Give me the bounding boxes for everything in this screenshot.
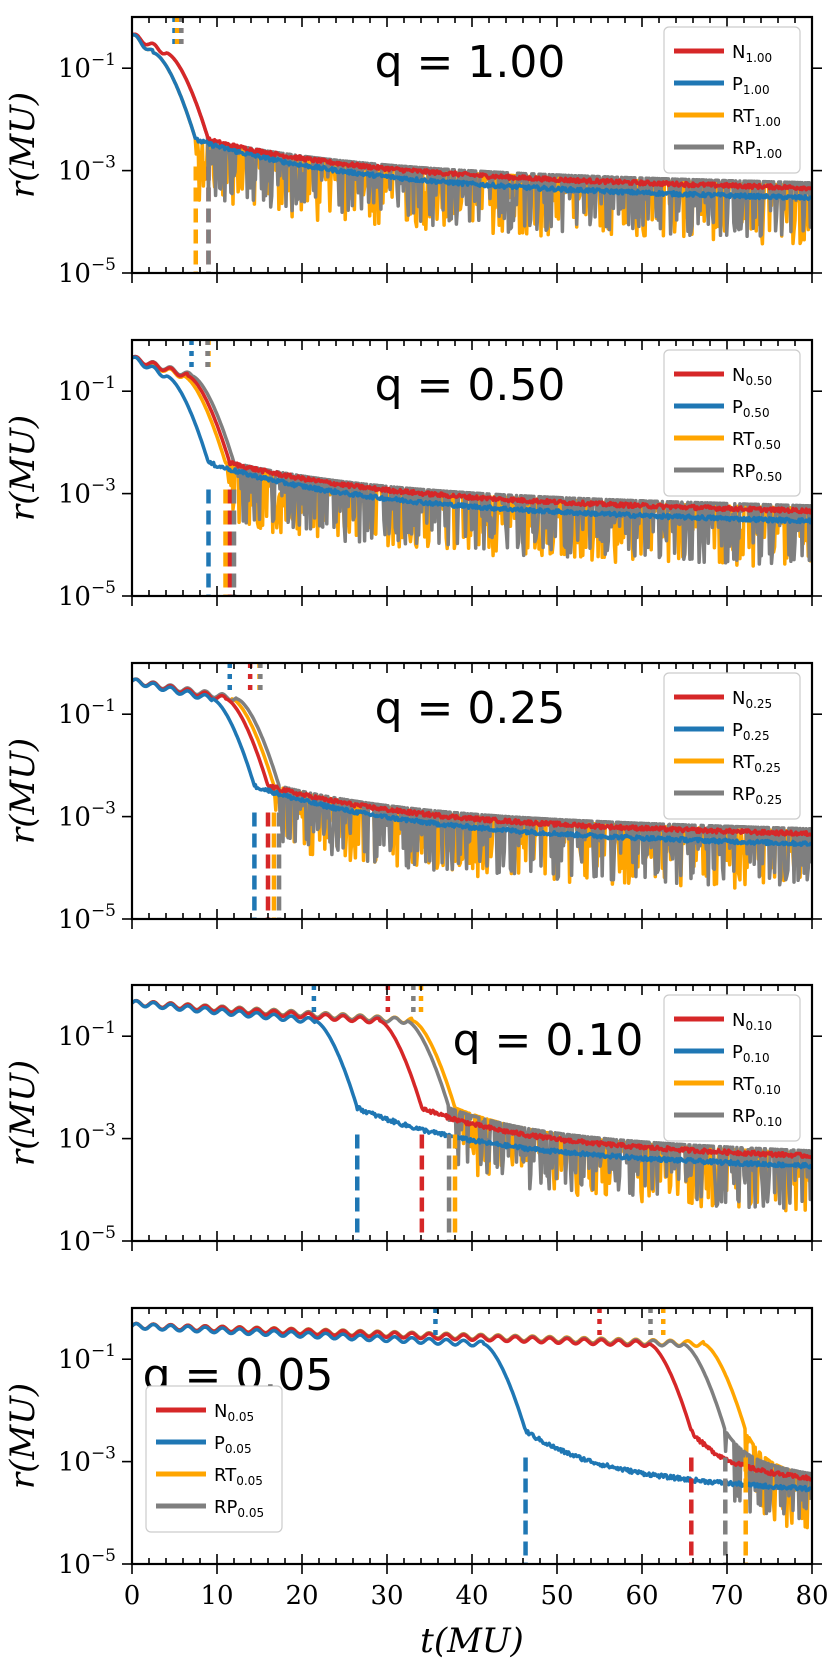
legend-label-n: N0.05 [214,1401,254,1424]
legend-label-n: N0.10 [732,1010,772,1033]
legend: N0.10 P0.10 RT0.10 RP0.10 [663,994,801,1142]
legend-label-p: P0.05 [214,1433,252,1456]
legend-label-rp: RP0.05 [214,1497,264,1520]
series-line-p-0.50 [132,355,812,525]
y-tick-label: 10−3 [58,476,116,510]
x-tick-label: 0 [124,1581,141,1611]
y-tick-label: 10−3 [58,1121,116,1155]
series-line-p-0.05 [132,1321,812,1493]
series-line-rp-0.25 [132,677,812,887]
legend-box [663,994,801,1142]
y-tick-label: 10−3 [58,799,116,833]
q-label: q = 0.50 [375,360,566,411]
x-tick-label: 40 [455,1581,488,1611]
legend-box [663,672,801,820]
series-line-rp-0.50 [132,354,812,566]
legend-label-p: P0.50 [732,397,770,420]
legend: N0.25 P0.25 RT0.25 RP0.25 [663,672,801,820]
q-label: q = 0.25 [375,683,566,734]
q-label: q = 1.00 [375,37,566,88]
series-line-p-0.10 [132,999,812,1170]
panel-5: 10−110−310−5r(MU)q = 0.05N0.05P0.05RT0.0… [3,1306,822,1580]
y-tick-label: 10−3 [58,1444,116,1478]
q-label: q = 0.10 [453,1015,644,1066]
x-axis-label: t(MU) [420,1621,524,1661]
plot-area [132,985,812,1241]
y-tick-label: 10−1 [58,1018,116,1052]
legend-label-rt: RT0.50 [732,429,781,452]
y-tick-label: 10−5 [58,578,116,612]
panel-4: 10−1 10−3 10−5 r(MU) q = 0.10 N0.10 P0.10 RT0.1… [3,983,822,1257]
x-tick-label: 80 [795,1581,828,1611]
legend: N1.00 P1.00 RT1.00 RP1.00 [663,26,801,174]
legend-box [663,26,801,174]
legend-label-rp: RP0.25 [732,784,782,807]
legend-box [145,1385,283,1533]
legend-label-rp: RP0.10 [732,1106,782,1129]
panel-3: 10−1 10−3 10−5 r(MU) q = 0.25 N0.25 P0.25 RT0.2… [3,661,822,935]
legend-label-n: N0.25 [732,688,772,711]
y-tick-label: 10−5 [58,1546,116,1580]
y-tick-label: 10−5 [58,901,116,935]
legend-label-n: N0.50 [732,365,772,388]
panel-2: 10−1 10−3 10−5 r(MU) q = 0.50 N0.50 P0.50 RT0.5… [3,338,822,612]
legend-label-rt: RT0.05 [214,1465,263,1488]
series-line-p-1.00 [132,33,812,202]
x-tick-label: 70 [710,1581,743,1611]
y-tick-label: 10−1 [58,696,116,730]
legend-label-rt: RT1.00 [732,106,781,129]
legend-label-rp: RP0.50 [732,461,782,484]
x-tick-label: 30 [370,1581,403,1611]
panel-1: 10−1 10−3 10−5 r(MU) q = 1.00 N1.00 P1.00 RT1.0… [3,15,822,289]
panels-group: 10−1 10−3 10−5 r(MU) q = 1.00 N1.00 P1.00 RT1.0… [3,15,829,1611]
x-tick-label: 50 [540,1581,573,1611]
y-tick-label: 10−1 [58,50,116,84]
plot-area [132,340,812,596]
x-tick-label: 20 [285,1581,318,1611]
y-axis-label: r(MU) [3,738,43,844]
y-tick-label: 10−5 [58,255,116,289]
legend: N0.05 P0.05 RT0.05 RP0.05 [145,1385,283,1533]
legend-label-p: P1.00 [732,74,770,97]
series-line-n-0.50 [132,354,812,515]
plot-area [132,1308,812,1564]
y-axis-label: r(MU) [3,415,43,521]
x-tick-label: 10 [200,1581,233,1611]
legend: N0.50 P0.50 RT0.50 RP0.50 [663,349,801,497]
y-tick-label: 10−5 [58,1223,116,1257]
legend-label-n: N1.00 [732,42,772,65]
legend-label-p: P0.25 [732,720,770,743]
legend-label-p: P0.10 [732,1042,770,1065]
y-tick-label: 10−3 [58,153,116,187]
x-tick-label: 60 [625,1581,658,1611]
series-line-p-0.25 [132,677,812,848]
series-line-n-0.25 [132,677,812,837]
series-line-n-1.00 [132,32,812,192]
y-axis-label: r(MU) [3,1383,43,1489]
legend-label-rt: RT0.10 [732,1074,781,1097]
y-axis-label: r(MU) [3,1060,43,1166]
y-axis-label: r(MU) [3,92,43,198]
series-line-n-0.10 [132,998,812,1160]
legend-box [663,349,801,497]
plot-area [132,663,812,919]
plot-area [132,17,812,273]
y-tick-label: 10−1 [58,1341,116,1375]
legend-label-rt: RT0.25 [732,752,781,775]
y-tick-label: 10−1 [58,373,116,407]
legend-label-rp: RP1.00 [732,138,782,161]
